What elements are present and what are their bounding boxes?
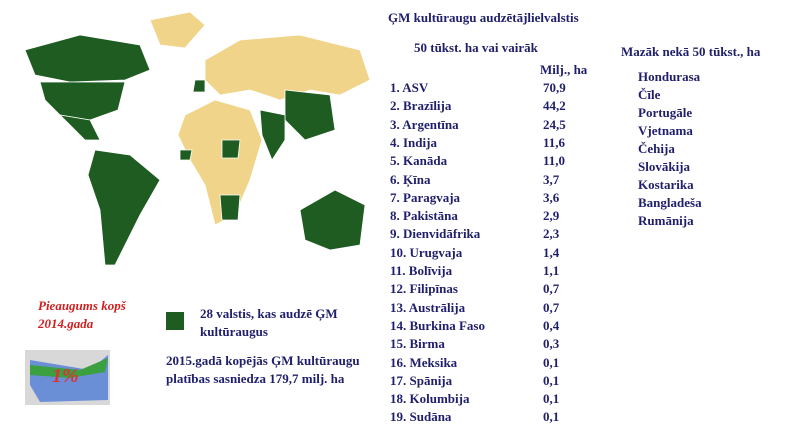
growth-value: 1% bbox=[52, 365, 79, 387]
country-name: 11. Bolīvija bbox=[390, 263, 453, 278]
small-country: Hondurasa bbox=[638, 69, 701, 84]
area-value: 1,1 bbox=[543, 263, 560, 278]
greenland bbox=[149, 11, 206, 49]
unit: Milj., ha bbox=[540, 62, 588, 77]
country-name: 1. ASV bbox=[390, 80, 429, 95]
spain bbox=[192, 79, 206, 93]
mexico bbox=[58, 114, 101, 141]
country-name: 3. Argentīna bbox=[390, 116, 459, 132]
small-title: Mazāk nekā 50 tūkst., ha bbox=[621, 44, 761, 59]
area-value: 3,6 bbox=[543, 189, 560, 205]
area-green bbox=[30, 358, 108, 378]
small-country: Slovākija bbox=[638, 159, 691, 174]
small-country: Čehija bbox=[638, 141, 675, 156]
sudan bbox=[221, 139, 241, 159]
area-value: 44,2 bbox=[543, 98, 566, 114]
area-value: 3,7 bbox=[543, 171, 560, 187]
country-name: 17. Spānija bbox=[390, 372, 453, 388]
small-country: Kostarika bbox=[638, 177, 694, 192]
area-value: 70,9 bbox=[543, 80, 566, 95]
country-name: 13. Austrālija bbox=[390, 299, 466, 315]
area-value: 24,5 bbox=[543, 116, 566, 132]
africa bbox=[177, 99, 263, 226]
area-value: 0,7 bbox=[543, 299, 560, 315]
note: 2015.gadā kopējās ĢM kultūraugu platības… bbox=[166, 353, 360, 386]
country-name: 18. Kolumbija bbox=[390, 391, 470, 407]
small-country: Bangladeša bbox=[638, 195, 702, 210]
india bbox=[259, 109, 286, 161]
area-value: 11,0 bbox=[543, 153, 566, 169]
burkina-faso bbox=[179, 149, 193, 161]
small-country: Portugāle bbox=[638, 105, 693, 120]
country-name: 9. Dienvidāfrika bbox=[390, 226, 481, 242]
small-country: Rumānija bbox=[638, 213, 694, 228]
country-name: 12. Filipīnas bbox=[390, 281, 458, 297]
country-name: 14. Burkina Faso bbox=[390, 317, 485, 333]
area-value: 11,6 bbox=[543, 134, 566, 150]
country-name: 2. Brazīlija bbox=[390, 98, 452, 114]
area-value: 0,3 bbox=[543, 336, 560, 352]
country-name: 19. Sudāna bbox=[390, 409, 452, 425]
area-value: 1,4 bbox=[543, 244, 560, 260]
australia bbox=[299, 189, 366, 251]
china bbox=[284, 89, 336, 141]
small-country: Čīle bbox=[638, 87, 661, 102]
country-name: 4. Indija bbox=[390, 134, 437, 150]
subtitle: 50 tūkst. ha vai vairāk bbox=[414, 40, 538, 55]
country-name: 16. Meksika bbox=[390, 354, 458, 370]
country-name: 5. Kanāda bbox=[390, 153, 448, 169]
country-name: 7. Paragvaja bbox=[390, 189, 461, 205]
area-value: 0,1 bbox=[543, 354, 560, 370]
legend-swatch bbox=[166, 312, 184, 330]
growth-graphic bbox=[25, 350, 110, 405]
area-value: 2,3 bbox=[543, 226, 560, 242]
area-value: 2,9 bbox=[543, 208, 560, 224]
area-value: 0,4 bbox=[543, 317, 560, 333]
area-value: 0,1 bbox=[543, 372, 560, 388]
title: ĢM kultūraugu audzētājlielvalstis bbox=[388, 10, 579, 25]
small-country: Vjetnama bbox=[638, 123, 693, 138]
usa bbox=[39, 81, 126, 121]
area-value: 0,1 bbox=[543, 391, 560, 407]
canada bbox=[24, 34, 151, 83]
country-name: 8. Pakistāna bbox=[390, 208, 458, 224]
country-name: 10. Urugvaja bbox=[390, 244, 463, 260]
world-map bbox=[24, 11, 371, 266]
legend-label: 28 valstis, kas audzē ĢM kultūraugus bbox=[200, 306, 338, 339]
area-value: 0,7 bbox=[543, 281, 560, 297]
growth-label: Pieaugums kopš 2014.gada bbox=[38, 298, 126, 331]
country-name: 6. Ķīna bbox=[390, 171, 431, 187]
eurasia bbox=[204, 34, 371, 101]
country-name: 15. Birma bbox=[390, 336, 445, 352]
area-blue bbox=[30, 355, 108, 402]
south-africa bbox=[219, 194, 241, 221]
south-america bbox=[87, 149, 161, 266]
area-value: 0,1 bbox=[543, 409, 560, 425]
